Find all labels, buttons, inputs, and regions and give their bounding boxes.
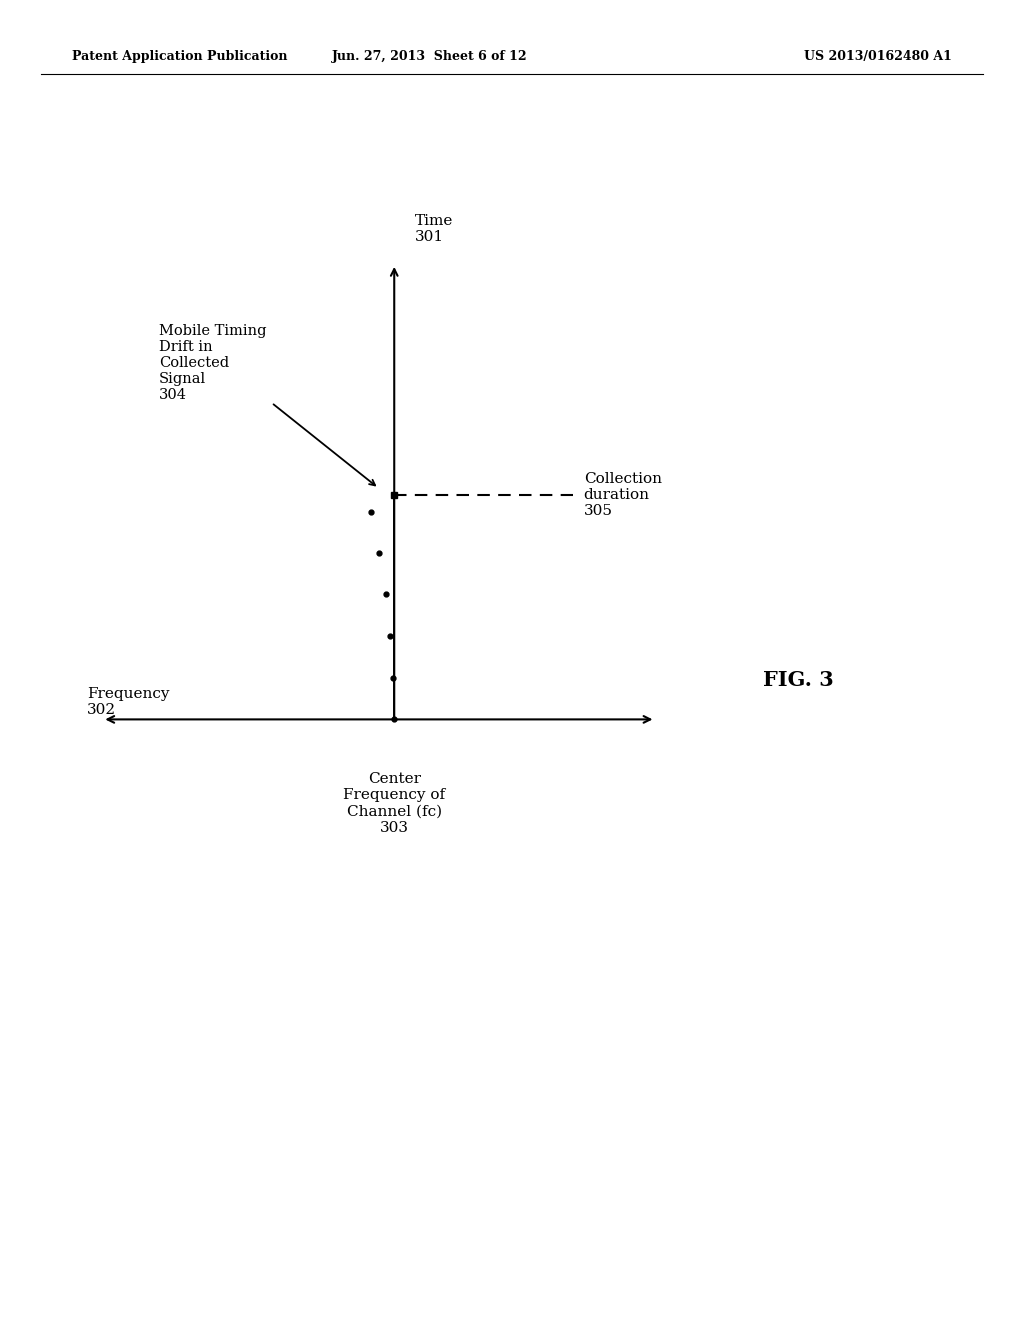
Text: US 2013/0162480 A1: US 2013/0162480 A1	[805, 50, 952, 63]
Text: Mobile Timing
Drift in
Collected
Signal
304: Mobile Timing Drift in Collected Signal …	[159, 323, 266, 403]
Text: Collection
duration
305: Collection duration 305	[584, 471, 662, 519]
Text: Frequency
302: Frequency 302	[87, 688, 170, 717]
Text: Patent Application Publication: Patent Application Publication	[72, 50, 287, 63]
Text: FIG. 3: FIG. 3	[763, 669, 835, 690]
Text: Time
301: Time 301	[415, 214, 453, 244]
Text: Center
Frequency of
Channel (fc)
303: Center Frequency of Channel (fc) 303	[343, 772, 445, 834]
Text: Jun. 27, 2013  Sheet 6 of 12: Jun. 27, 2013 Sheet 6 of 12	[332, 50, 528, 63]
